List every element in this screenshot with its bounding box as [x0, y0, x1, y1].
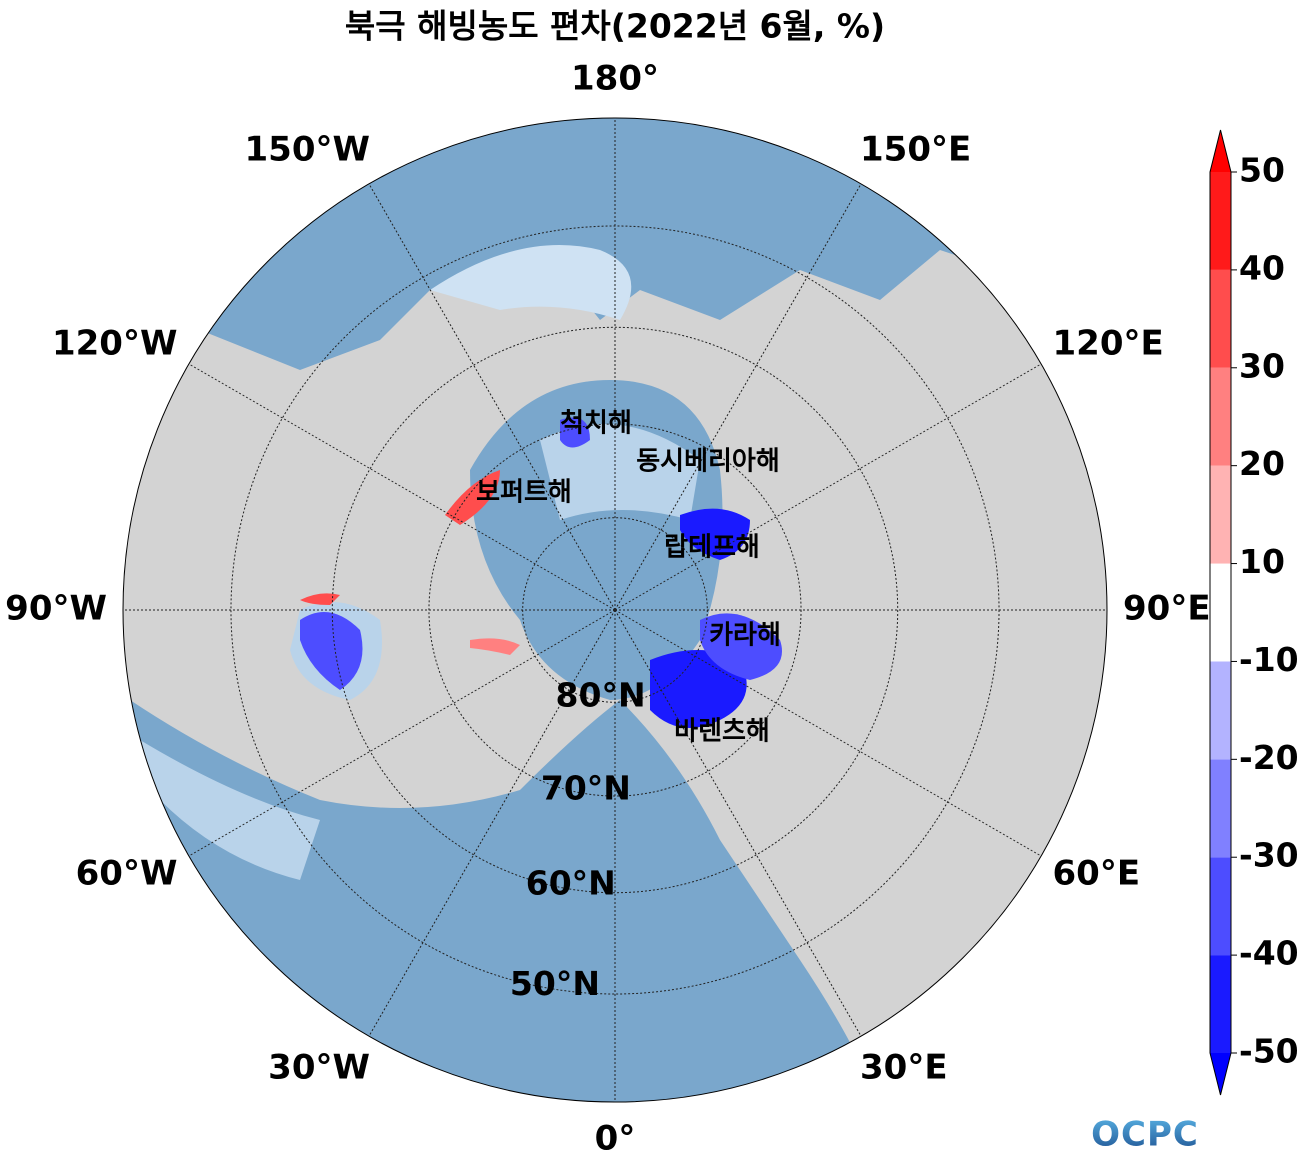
colorbar-tick-label: 50: [1239, 151, 1285, 190]
ocean-shelf: [430, 245, 632, 320]
anomaly-patch: [300, 612, 363, 690]
colorbar: -50 -40 -30 -20 -10 10 20 30 40 50: [1209, 129, 1299, 1096]
longitude-label: 150°E: [860, 130, 971, 170]
longitude-label: 120°E: [1053, 324, 1164, 364]
colorbar-bin: [1210, 465, 1231, 564]
colorbar-bin: [1210, 563, 1231, 662]
colorbar-tick-label: 30: [1239, 346, 1285, 385]
colorbar-bin: [1210, 759, 1231, 858]
longitude-label: 30°W: [268, 1047, 370, 1087]
colorbar-tick-label: -10: [1239, 640, 1299, 679]
longitude-label: 120°W: [52, 324, 177, 364]
sea-label: 동시베리아해: [636, 447, 780, 477]
anomaly-patch: [560, 417, 590, 448]
latitude-label: 80°N: [556, 676, 646, 715]
colorbar-bin: [1210, 857, 1231, 956]
latitude-line: [331, 326, 899, 894]
anomaly-patch: [470, 638, 520, 655]
ocean-shelf: [140, 740, 320, 880]
colorbar-tick-label: 10: [1239, 542, 1285, 581]
longitude-label: 150°W: [245, 130, 370, 170]
latitude-label: 70°N: [541, 768, 631, 807]
anomaly-patch: [300, 593, 340, 605]
colorbar-bin: [1210, 955, 1231, 1053]
longitude-line: [614, 609, 862, 1037]
anomaly-patch: [700, 613, 782, 680]
longitude-label: 90°W: [5, 589, 107, 629]
anomaly-patch: [680, 508, 750, 560]
longitude-line: [368, 609, 616, 1037]
colorbar-tick-label: 40: [1239, 248, 1285, 287]
longitude-line: [188, 363, 616, 611]
colorbar-tick-label: -20: [1239, 738, 1299, 777]
longitude-label: 60°W: [76, 854, 178, 894]
longitude-line: [614, 363, 1042, 611]
latitude-line: [428, 423, 802, 797]
latitude-label: 60°N: [526, 864, 616, 903]
colorbar-under: [1210, 1053, 1231, 1095]
longitude-label: 180°: [571, 59, 659, 99]
colorbar-bin: [1210, 661, 1231, 760]
map-title: 북극 해빙농도 편차(2022년 6월, %): [345, 7, 885, 46]
longitude-line: [614, 183, 862, 611]
colorbar-tick-label: 20: [1239, 444, 1285, 483]
colorbar-bin: [1210, 269, 1231, 368]
sea-label: 보퍼트해: [476, 478, 572, 508]
sea-label: 랍테프해: [664, 533, 760, 563]
colorbar-tick-label: -50: [1239, 1032, 1299, 1071]
longitude-line: [188, 609, 616, 857]
longitude-line: [614, 609, 1042, 857]
colorbar-tick-label: -40: [1239, 934, 1299, 973]
colorbar-over: [1210, 130, 1231, 172]
ocean-shelf: [540, 424, 700, 520]
graticule: [123, 118, 1107, 1102]
longitude-label: 0°: [595, 1119, 636, 1159]
longitude-label: 60°E: [1053, 854, 1141, 894]
map-boundary: [122, 117, 1108, 1103]
sea-label: 척치해: [560, 409, 632, 439]
longitude-line: [368, 183, 616, 611]
longitude-label: 90°E: [1123, 589, 1211, 629]
sea-label: 카라해: [709, 621, 781, 651]
anomaly-patch: [650, 650, 747, 728]
colorbar-tick-label: -30: [1239, 836, 1299, 875]
colorbar-bin: [1210, 367, 1231, 466]
logo: OCPC: [1091, 1115, 1199, 1155]
anomaly-patch: [445, 470, 500, 525]
colorbar-bin: [1210, 172, 1231, 270]
longitude-label: 30°E: [860, 1047, 948, 1087]
latitude-label: 50°N: [510, 964, 600, 1003]
sea-label: 바렌츠해: [674, 717, 770, 747]
